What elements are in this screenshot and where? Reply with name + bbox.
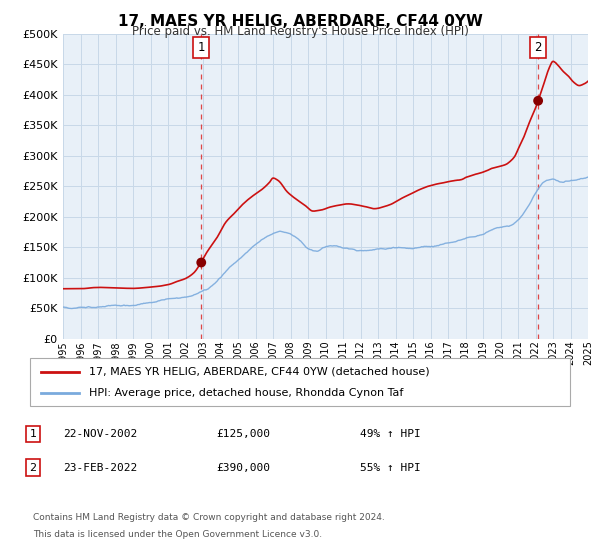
Text: 17, MAES YR HELIG, ABERDARE, CF44 0YW: 17, MAES YR HELIG, ABERDARE, CF44 0YW [118,14,482,29]
Text: 55% ↑ HPI: 55% ↑ HPI [360,463,421,473]
Text: 49% ↑ HPI: 49% ↑ HPI [360,429,421,439]
Text: 17, MAES YR HELIG, ABERDARE, CF44 0YW (detached house): 17, MAES YR HELIG, ABERDARE, CF44 0YW (d… [89,367,430,377]
Text: This data is licensed under the Open Government Licence v3.0.: This data is licensed under the Open Gov… [33,530,322,539]
Text: Price paid vs. HM Land Registry's House Price Index (HPI): Price paid vs. HM Land Registry's House … [131,25,469,38]
Point [533,96,543,105]
Text: HPI: Average price, detached house, Rhondda Cynon Taf: HPI: Average price, detached house, Rhon… [89,388,404,398]
Text: 22-NOV-2002: 22-NOV-2002 [63,429,137,439]
Text: Contains HM Land Registry data © Crown copyright and database right 2024.: Contains HM Land Registry data © Crown c… [33,514,385,522]
Point [196,258,206,267]
Text: 1: 1 [29,429,37,439]
FancyBboxPatch shape [30,358,570,406]
Text: £125,000: £125,000 [216,429,270,439]
Text: 23-FEB-2022: 23-FEB-2022 [63,463,137,473]
Text: 1: 1 [197,41,205,54]
Text: 2: 2 [535,41,542,54]
Text: 2: 2 [29,463,37,473]
Text: £390,000: £390,000 [216,463,270,473]
